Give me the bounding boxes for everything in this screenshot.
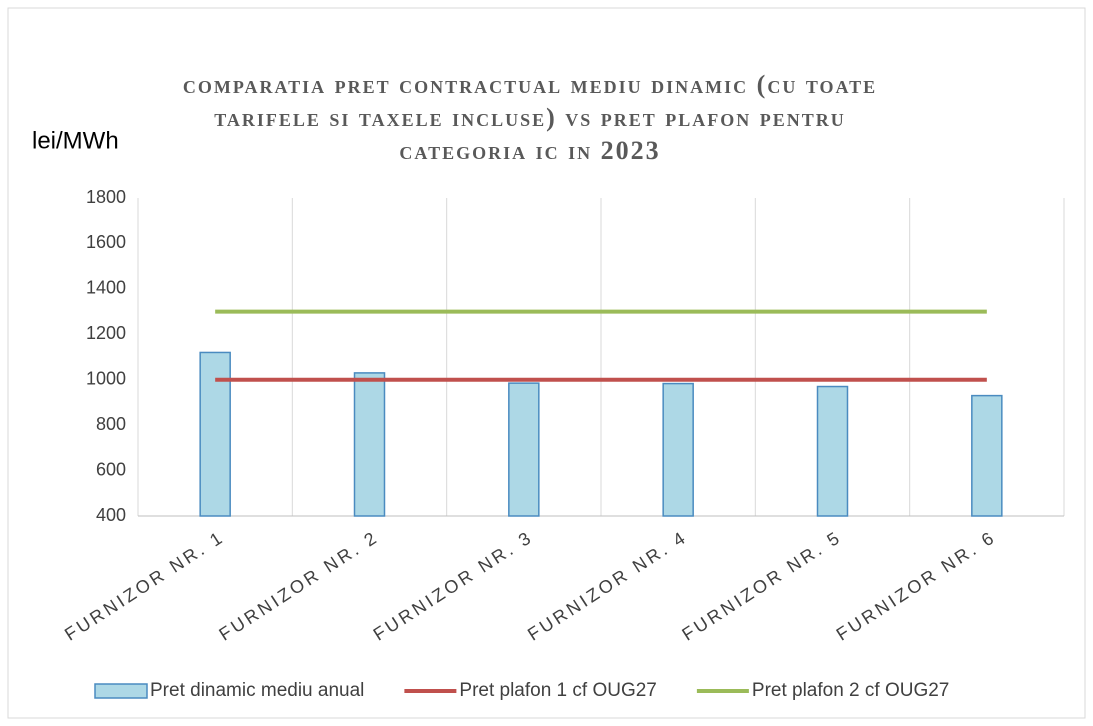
chart-border <box>7 7 1086 719</box>
y-tick-label: 800 <box>96 414 126 434</box>
x-tick-label: FURNIZOR NR. 4 <box>524 527 691 645</box>
x-tick-label: FURNIZOR NR. 1 <box>61 527 228 645</box>
legend-swatch <box>94 683 148 699</box>
y-tick-label: 400 <box>96 505 126 525</box>
bar <box>353 372 386 517</box>
y-tick-label: 1600 <box>86 232 126 252</box>
chart-title: COMPARATIA PRET CONTRACTUAL MEDIU DINAMI… <box>182 70 878 165</box>
x-tick-label: FURNIZOR NR. 3 <box>370 527 537 645</box>
legend-label: Pret dinamic mediu anual <box>150 680 364 701</box>
x-tick-label: FURNIZOR NR. 5 <box>678 527 845 645</box>
y-tick-label: 600 <box>96 459 126 479</box>
bar <box>816 385 849 517</box>
x-tick-label: FURNIZOR NR. 6 <box>833 527 1000 645</box>
y-tick-label: 1000 <box>86 368 126 388</box>
y-tick-label: 1200 <box>86 323 126 343</box>
legend-label: Pret plafon 1 cf OUG27 <box>459 680 657 701</box>
y-tick-label: 1400 <box>86 278 126 298</box>
bar <box>971 394 1003 517</box>
x-tick-label: FURNIZOR NR. 2 <box>215 527 382 645</box>
y-axis-label: lei/MWh <box>32 127 119 154</box>
bar <box>199 351 231 517</box>
bar <box>508 382 540 517</box>
y-tick-label: 1800 <box>86 187 126 207</box>
bar <box>662 382 694 517</box>
legend-label: Pret plafon 2 cf OUG27 <box>752 680 950 701</box>
